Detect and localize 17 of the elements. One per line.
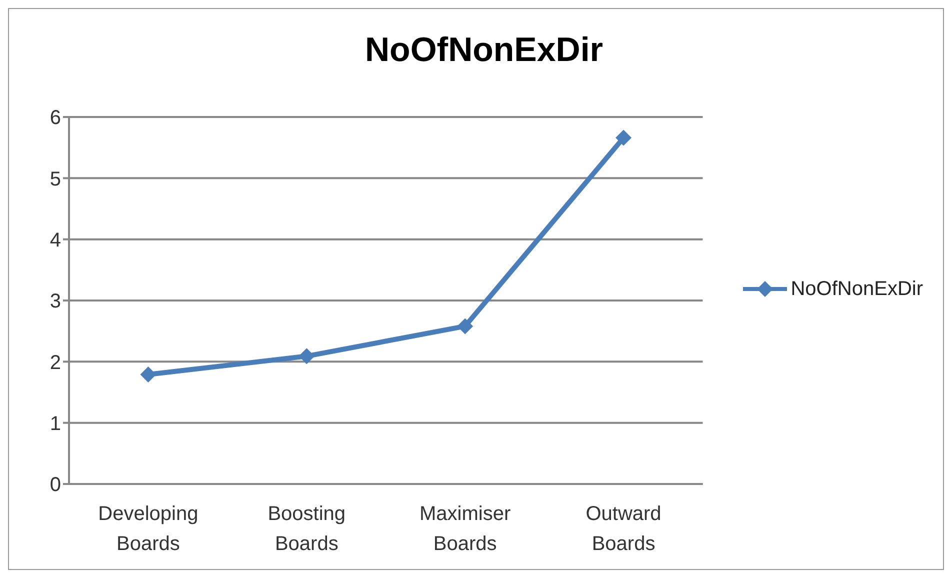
y-tick-label: 1 [50,412,61,435]
chart-title: NoOfNonExDir [364,31,604,70]
y-tick-label: 0 [50,474,61,496]
y-tick-label: 5 [50,168,61,190]
y-tick-label: 6 [50,107,61,130]
point [140,366,156,383]
point [457,318,474,334]
x-tick-label: Outward Boards [586,503,662,555]
y-tick-label: 3 [50,290,61,313]
x-tick-label: Boosting Boards [268,503,346,555]
point [616,130,632,146]
point [298,348,315,364]
y-tick-label: 2 [50,352,61,374]
y-tick-label: 4 [50,229,61,252]
x-tick-label: Developing Boards [98,503,198,555]
x-tick-label: Maximiser Boards [420,503,511,555]
legend-label: NoOfNonExDir [790,278,923,300]
